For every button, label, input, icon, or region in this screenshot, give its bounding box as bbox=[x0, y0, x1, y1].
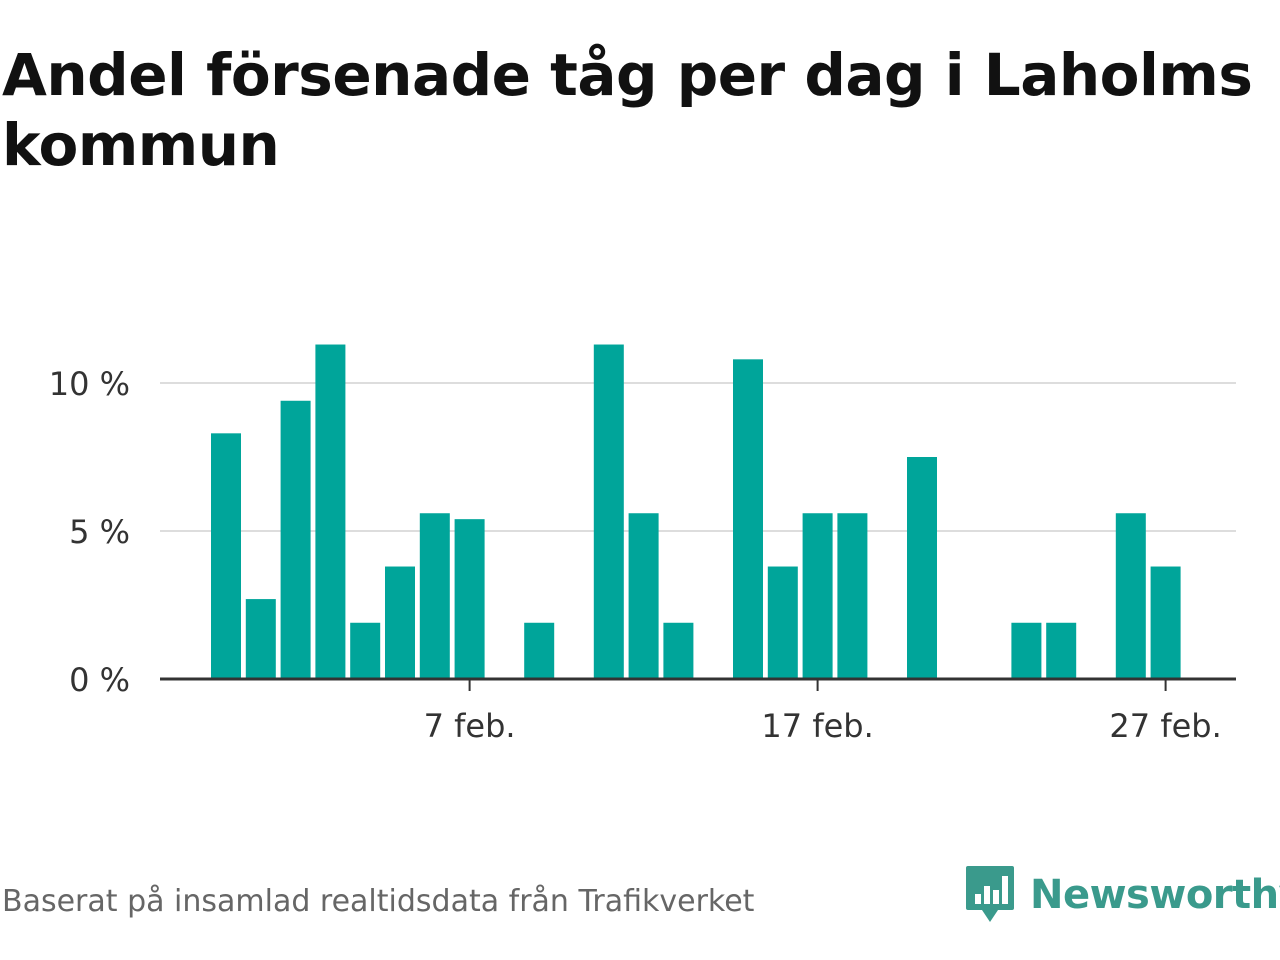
bar bbox=[1150, 566, 1181, 679]
bar bbox=[1011, 622, 1042, 679]
y-tick-label: 10 % bbox=[49, 365, 130, 403]
y-tick-label: 5 % bbox=[69, 513, 130, 551]
bar bbox=[628, 513, 659, 679]
bar bbox=[1115, 513, 1146, 679]
bar bbox=[211, 433, 241, 679]
bar bbox=[385, 566, 415, 679]
bar bbox=[1046, 622, 1077, 679]
x-axis-ticks: 7 feb. 17 feb. 27 feb. bbox=[424, 679, 1222, 745]
y-axis-ticks: 0 % 5 % 10 % bbox=[49, 365, 130, 699]
bar bbox=[315, 344, 346, 679]
bar bbox=[454, 519, 485, 679]
bar bbox=[524, 622, 555, 679]
bar bbox=[280, 400, 311, 679]
bar bbox=[245, 599, 276, 679]
bar bbox=[733, 359, 763, 679]
bar bbox=[802, 513, 833, 679]
brand-name: Newsworthy bbox=[1030, 872, 1280, 918]
bar bbox=[663, 622, 694, 679]
bars bbox=[211, 344, 1181, 679]
bar bbox=[837, 513, 868, 679]
x-tick-label: 17 feb. bbox=[761, 707, 873, 745]
bar bbox=[350, 622, 381, 679]
source-note: Baserat på insamlad realtidsdata från Tr… bbox=[2, 884, 755, 919]
x-tick-label: 27 feb. bbox=[1109, 707, 1221, 745]
chart-title: Andel försenade tåg per dag i Laholms ko… bbox=[2, 41, 1253, 179]
bar bbox=[593, 344, 624, 679]
bar bbox=[907, 457, 937, 679]
brand[interactable]: Newsworthy bbox=[964, 862, 1280, 928]
bar bbox=[419, 513, 450, 679]
y-tick-label: 0 % bbox=[69, 661, 130, 699]
newsworthy-chart-bubble-icon bbox=[966, 866, 1014, 922]
bar bbox=[767, 566, 798, 679]
x-tick-label: 7 feb. bbox=[424, 707, 516, 745]
